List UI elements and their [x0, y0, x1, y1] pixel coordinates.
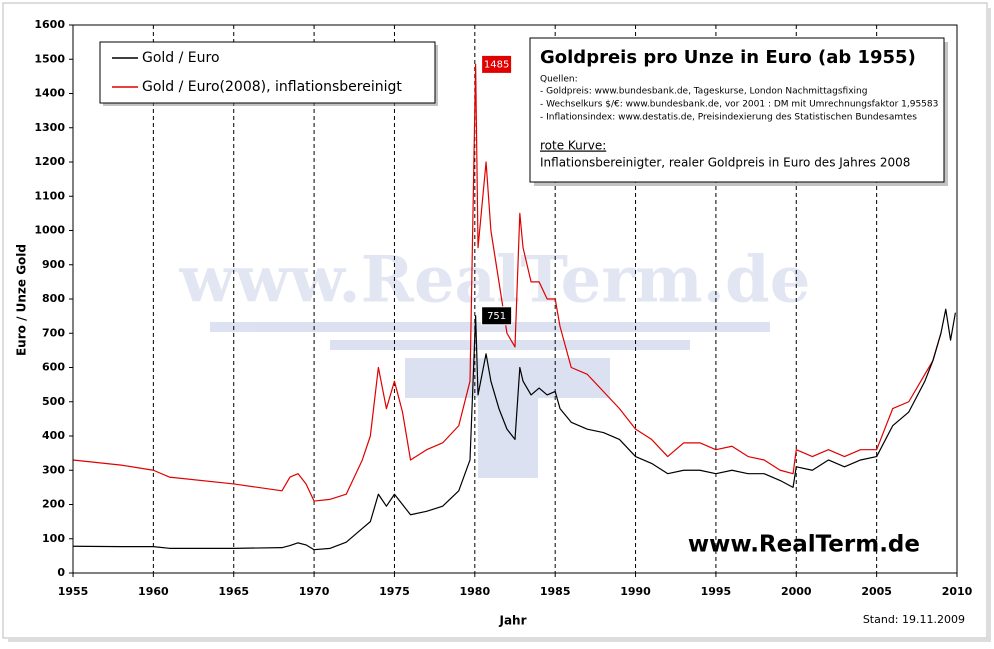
y-tick-label: 900 [42, 258, 65, 271]
info-title: Goldpreis pro Unze in Euro (ab 1955) [540, 47, 916, 68]
series-line [72, 63, 942, 502]
y-tick-label: 700 [42, 326, 65, 339]
y-tick-label: 100 [42, 532, 65, 545]
y-tick-label: 1300 [34, 121, 65, 134]
x-tick-label: 2010 [942, 585, 973, 598]
x-tick-label: 1970 [299, 585, 330, 598]
y-tick-label: 0 [57, 566, 65, 579]
x-tick-label: 1955 [58, 585, 89, 598]
x-tick-label: 2005 [861, 585, 892, 598]
y-axis-label: Euro / Unze Gold [15, 244, 29, 356]
y-tick-label: 1000 [34, 224, 65, 237]
peak-label-box [481, 306, 513, 326]
x-tick-label: 1985 [540, 585, 571, 598]
x-tick-label: 1960 [138, 585, 169, 598]
y-tick-label: 600 [42, 361, 65, 374]
y-tick-label: 500 [42, 395, 65, 408]
x-tick-label: 2000 [781, 585, 812, 598]
peak-label: 751 [487, 311, 506, 322]
y-tick-label: 400 [42, 429, 65, 442]
peak-label-box [481, 54, 513, 74]
series-line [72, 308, 956, 551]
plot-frame [72, 24, 958, 574]
y-tick-label: 800 [42, 292, 65, 305]
x-axis-label: Jahr [498, 614, 526, 628]
legend: Gold / Euro Gold / Euro(2008), inflation… [99, 41, 438, 106]
x-tick-label: 1980 [460, 585, 491, 598]
info-note: Inflationsbereinigter, realer Goldpreis … [540, 156, 910, 170]
info-note-heading: rote Kurve: [540, 139, 606, 153]
footnote: Stand: 19.11.2009 [863, 613, 965, 626]
y-tick-label: 1100 [34, 189, 65, 202]
info-line: - Wechselkurs $/€: www.bundesbank.de, vo… [540, 100, 938, 110]
y-tick-label: 300 [42, 463, 65, 476]
brand: www.RealTerm.de [688, 532, 920, 558]
legend-label: Gold / Euro [142, 50, 220, 66]
y-tick-label: 1500 [34, 52, 65, 65]
y-tick-label: 1600 [34, 18, 65, 31]
frame-shadow [987, 8, 991, 640]
y-tick-label: 1400 [34, 87, 65, 100]
info-heading: Quellen: [540, 75, 578, 85]
frame-shadow [8, 638, 991, 642]
y-tick-label: 200 [42, 498, 65, 511]
peak-label: 1485 [484, 59, 509, 70]
info-line: - Goldpreis: www.bundesbank.de, Tageskur… [540, 87, 867, 97]
watermark-art [210, 322, 770, 478]
x-tick-label: 1995 [701, 585, 732, 598]
info-box: Goldpreis pro Unze in Euro (ab 1955) Que… [529, 37, 948, 186]
y-tick-label: 1200 [34, 155, 65, 168]
legend-label: Gold / Euro(2008), inflationsbereinigt [142, 79, 402, 95]
x-tick-label: 1990 [620, 585, 651, 598]
info-line: - Inflationsindex: www.destatis.de, Prei… [540, 113, 917, 123]
x-tick-label: 1975 [379, 585, 410, 598]
x-tick-label: 1965 [218, 585, 249, 598]
